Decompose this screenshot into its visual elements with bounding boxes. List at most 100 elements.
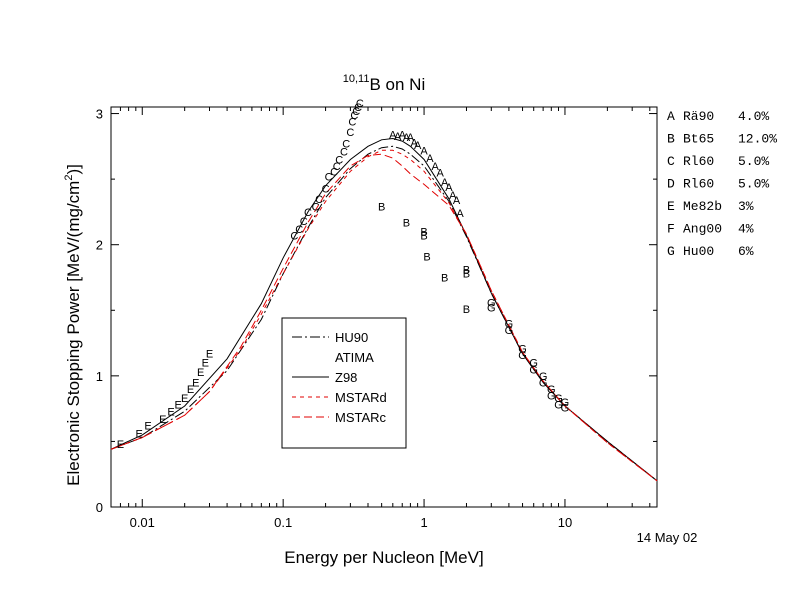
chart-title: 10,11B on Ni: [343, 73, 425, 94]
reference-row: F Ang00 4%: [667, 222, 754, 237]
data-point-c: C: [356, 98, 364, 110]
legend-box: [281, 317, 407, 449]
reference-error: 12.0%: [738, 132, 777, 147]
data-point-b: B: [423, 252, 430, 264]
chart-title-main: B on Ni: [369, 75, 425, 94]
y-tick-label: 2: [96, 238, 103, 253]
x-tick-label: 1: [420, 515, 427, 530]
data-point-g: G: [561, 397, 570, 409]
data-point-c: C: [348, 116, 356, 128]
data-point-a: A: [453, 195, 461, 207]
data-point-g: G: [487, 297, 496, 309]
data-point-a: A: [394, 131, 402, 143]
data-point-g: G: [539, 377, 548, 389]
data-point-a: A: [426, 153, 434, 165]
data-point-b: B: [420, 231, 427, 243]
data-point-c: C: [300, 216, 308, 228]
data-point-c: C: [340, 147, 348, 159]
x-tick-label: 0.1: [274, 515, 292, 530]
data-point-a: A: [414, 140, 422, 152]
data-point-c: C: [325, 172, 333, 184]
data-point-a: A: [432, 161, 440, 173]
y-tick-label: 3: [96, 107, 103, 122]
date-stamp: 14 May 02: [637, 530, 698, 545]
data-point-a: A: [441, 177, 449, 189]
data-point-e: E: [192, 377, 199, 389]
y-tick-label: 1: [96, 369, 103, 384]
y-axis-label-main: Electronic Stopping Power [MeV/(mg/cm: [64, 181, 83, 486]
data-point-b: B: [420, 227, 427, 239]
data-point-e: E: [197, 367, 204, 379]
data-point-e: E: [181, 393, 188, 405]
reference-row: B Bt65 12.0%: [667, 132, 777, 147]
data-point-c: C: [342, 139, 350, 151]
reference-source: Rl60: [683, 154, 714, 169]
data-point-e: E: [135, 429, 142, 441]
data-point-e: E: [206, 349, 213, 361]
reference-row: C Rl60 5.0%: [667, 154, 769, 169]
data-point-g: G: [518, 350, 527, 362]
data-point-g: G: [554, 393, 563, 405]
data-point-a: A: [445, 182, 453, 194]
data-point-c: C: [354, 102, 362, 114]
data-point-a: A: [407, 132, 415, 144]
data-point-e: E: [117, 439, 124, 451]
data-point-c: C: [350, 110, 358, 122]
y-tick-label: 0: [96, 500, 103, 515]
data-point-b: B: [403, 217, 410, 229]
data-point-g: G: [529, 364, 538, 376]
data-point-b: B: [441, 272, 448, 284]
y-axis-label: Electronic Stopping Power [MeV/(mg/cm2)]: [63, 164, 83, 486]
data-point-c: C: [315, 194, 323, 206]
data-point-a: A: [456, 208, 464, 220]
reference-source: Rä90: [683, 109, 714, 124]
reference-source: Me82b: [683, 199, 722, 214]
reference-source: Hu00: [683, 244, 714, 259]
data-point-b: B: [378, 202, 385, 214]
y-axis-label-sup: 2: [63, 175, 75, 181]
reference-row: E Me82b 3%: [667, 199, 754, 214]
data-point-g: G: [518, 343, 527, 355]
legend-label-z98: Z98: [335, 370, 357, 385]
data-point-a: A: [436, 168, 444, 180]
data-point-b: B: [463, 265, 470, 277]
reference-error: 5.0%: [738, 154, 769, 169]
data-point-c: C: [312, 202, 320, 214]
data-point-e: E: [202, 358, 209, 370]
data-point-a: A: [403, 132, 411, 144]
data-point-c: C: [295, 224, 303, 236]
legend-label-mstard: MSTARd: [335, 390, 387, 405]
reference-error: 4%: [738, 222, 754, 237]
legend-label-atima: ATIMA: [335, 350, 374, 365]
data-point-c: C: [333, 161, 341, 173]
data-point-c: C: [330, 166, 338, 178]
reference-code: F: [667, 222, 675, 237]
data-point-g: G: [529, 358, 538, 370]
x-axis-label: Energy per Nucleon [MeV]: [284, 548, 483, 567]
curve-hu90: [110, 145, 658, 482]
chart-title-superscript: 10,11: [343, 73, 370, 85]
legend-label-hu90: HU90: [335, 330, 368, 345]
reference-code: B: [667, 132, 675, 147]
data-point-a: A: [449, 190, 457, 202]
reference-source: Ang00: [683, 222, 722, 237]
reference-code: G: [667, 244, 675, 259]
plot-frame: [110, 106, 658, 508]
data-point-c: C: [335, 154, 343, 166]
data-point-c: C: [322, 183, 330, 195]
data-point-g: G: [547, 384, 556, 396]
data-point-b: B: [463, 304, 470, 316]
reference-code: C: [667, 154, 675, 169]
data-point-b: B: [463, 269, 470, 281]
reference-error: 5.0%: [738, 177, 769, 192]
reference-source: Bt65: [683, 132, 714, 147]
data-point-e: E: [144, 421, 151, 433]
data-point-a: A: [410, 137, 418, 149]
reference-row: G Hu00 6%: [667, 244, 754, 259]
data-point-c: C: [304, 207, 312, 219]
data-point-g: G: [554, 400, 563, 412]
reference-error: 6%: [738, 244, 754, 259]
